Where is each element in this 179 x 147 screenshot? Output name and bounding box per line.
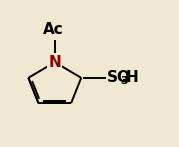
Text: Ac: Ac: [43, 22, 63, 37]
Text: H: H: [126, 70, 139, 85]
Text: N: N: [49, 55, 61, 70]
Text: 3: 3: [120, 76, 128, 86]
Text: SO: SO: [107, 70, 131, 85]
